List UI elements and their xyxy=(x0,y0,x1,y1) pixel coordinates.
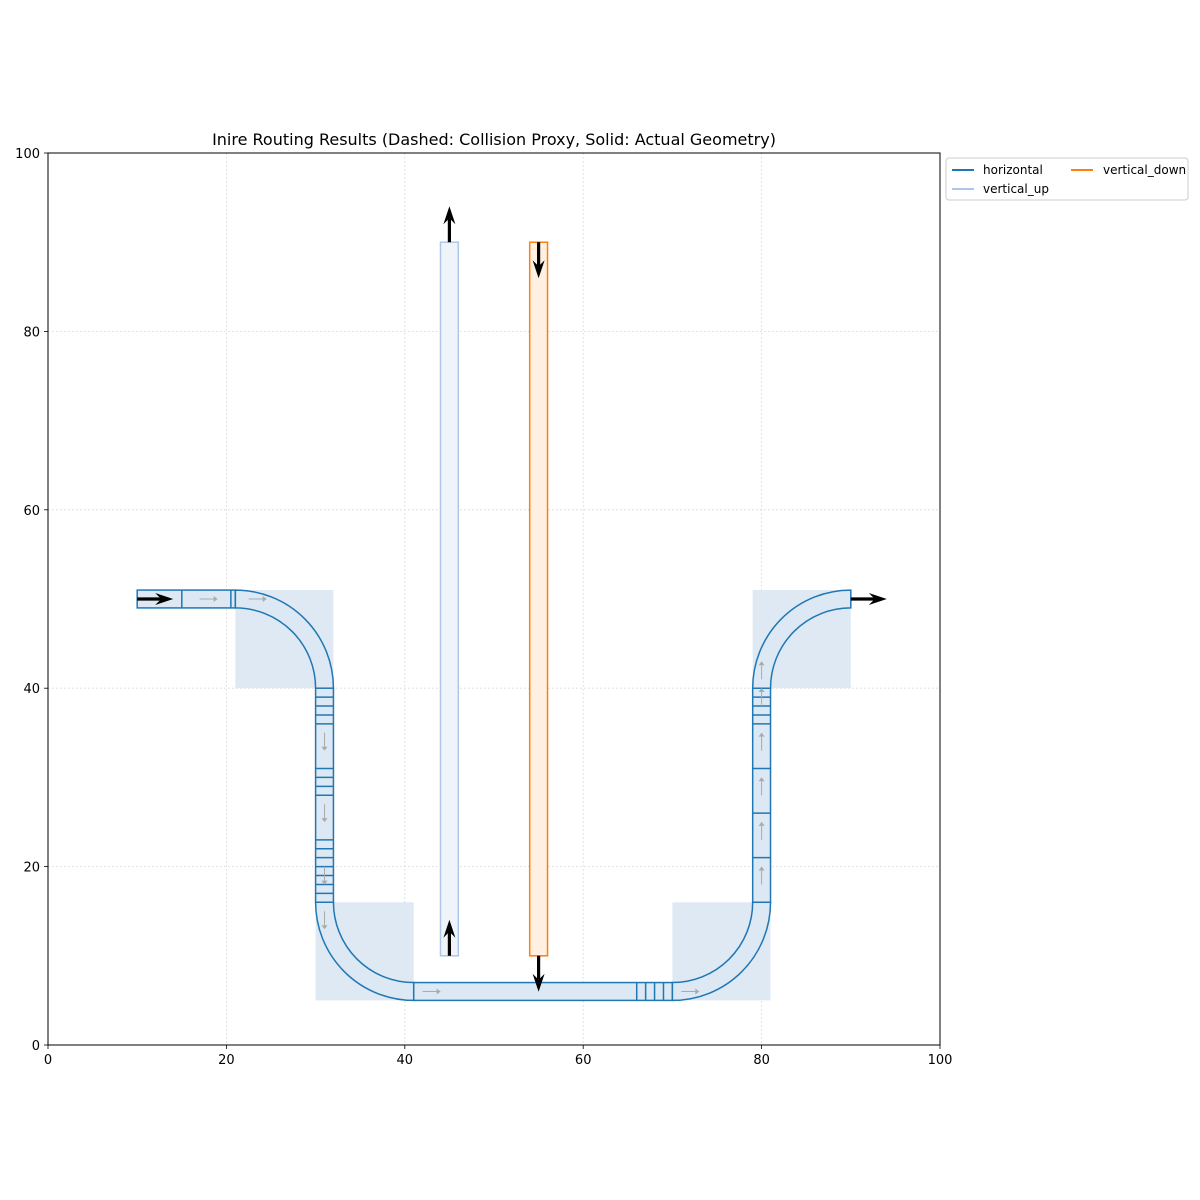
flow-arrow-horizontal xyxy=(321,732,328,751)
port-arrow-vertical_up xyxy=(443,919,456,956)
port-arrow-vertical_up-head xyxy=(443,919,456,938)
port-arrow-horizontal xyxy=(137,593,174,605)
y-tick-label: 80 xyxy=(23,325,40,340)
flow-arrow-horizontal xyxy=(758,688,765,707)
x-tick-label: 40 xyxy=(397,1053,414,1068)
flow-arrow-horizontal-head xyxy=(758,688,765,693)
flow-arrow-horizontal-head xyxy=(758,866,765,871)
port-arrow-vertical_down xyxy=(532,955,545,992)
plot-frame xyxy=(47,152,941,1046)
legend-label-horizontal: horizontal xyxy=(983,163,1043,177)
flow-arrow-horizontal-head xyxy=(436,988,441,995)
flow-arrow-horizontal xyxy=(321,911,328,930)
port-arrow-vertical_down-head xyxy=(532,260,545,279)
legend: horizontal vertical_up vertical_down xyxy=(945,157,1189,201)
port-arrow-vertical_down xyxy=(532,242,545,279)
flow-arrow-horizontal xyxy=(758,866,765,885)
x-tick-label: 100 xyxy=(928,1053,953,1068)
port-arrow-horizontal-head xyxy=(868,593,887,605)
y-tick-label: 60 xyxy=(23,504,40,519)
flow-arrow-horizontal xyxy=(758,661,765,680)
flow-arrow-horizontal xyxy=(681,988,700,995)
flow-arrow-horizontal xyxy=(758,732,765,751)
port-arrow-vertical_up xyxy=(443,206,456,243)
port-arrow-horizontal-head xyxy=(155,593,174,605)
flow-arrow-horizontal xyxy=(422,988,441,995)
port-arrow-horizontal xyxy=(850,593,887,605)
waveguide-bend-horizontal xyxy=(751,589,852,689)
flow-arrow-horizontal xyxy=(758,777,765,796)
port-arrow-vertical_down-head xyxy=(532,973,545,992)
flow-arrow-horizontal xyxy=(199,596,218,602)
y-tick-label: 20 xyxy=(23,861,40,876)
y-tick-label: 100 xyxy=(15,147,40,162)
y-tick-label: 0 xyxy=(32,1039,40,1054)
x-tick-label: 60 xyxy=(575,1053,592,1068)
waveguide-straight-vertical_up xyxy=(439,241,460,957)
flow-arrow-horizontal-head xyxy=(321,880,328,885)
flow-arrow-horizontal xyxy=(248,596,267,602)
flow-arrow-horizontal xyxy=(321,804,328,823)
port-arrow-vertical_up-head xyxy=(443,206,456,225)
flow-arrow-horizontal-head xyxy=(321,925,328,930)
flow-arrow-horizontal-head xyxy=(758,821,765,826)
waveguide-straight-horizontal xyxy=(412,981,674,1002)
legend-box xyxy=(945,157,1189,201)
flow-arrow-horizontal-head xyxy=(758,777,765,782)
flow-arrow-horizontal-head xyxy=(321,818,328,823)
x-tick-label: 20 xyxy=(218,1053,235,1068)
flow-arrow-horizontal-head xyxy=(321,746,328,751)
legend-label-vertical-up: vertical_up xyxy=(983,182,1049,196)
flow-arrow-horizontal-head xyxy=(695,988,700,995)
flow-arrow-horizontal-head xyxy=(758,661,765,666)
flow-arrow-horizontal-head xyxy=(262,596,267,602)
flow-arrow-horizontal xyxy=(321,866,328,885)
flow-arrow-horizontal-head xyxy=(758,732,765,737)
arrow-layer xyxy=(137,206,887,995)
grid xyxy=(48,153,940,1045)
legend-label-vertical-down: vertical_down xyxy=(1103,163,1186,177)
x-tick-label: 80 xyxy=(753,1053,770,1068)
flow-arrow-horizontal xyxy=(758,821,765,840)
axis-ticks: 0 20 40 60 80 100 0 20 40 60 80 100 xyxy=(15,147,952,1068)
y-tick-label: 40 xyxy=(23,682,40,697)
x-tick-label: 0 xyxy=(44,1053,52,1068)
chart-title: Inire Routing Results (Dashed: Collision… xyxy=(212,130,776,149)
flow-arrow-horizontal-head xyxy=(213,596,218,602)
waveguide-straight-vertical_down xyxy=(528,241,549,957)
route-layer xyxy=(136,241,852,1002)
